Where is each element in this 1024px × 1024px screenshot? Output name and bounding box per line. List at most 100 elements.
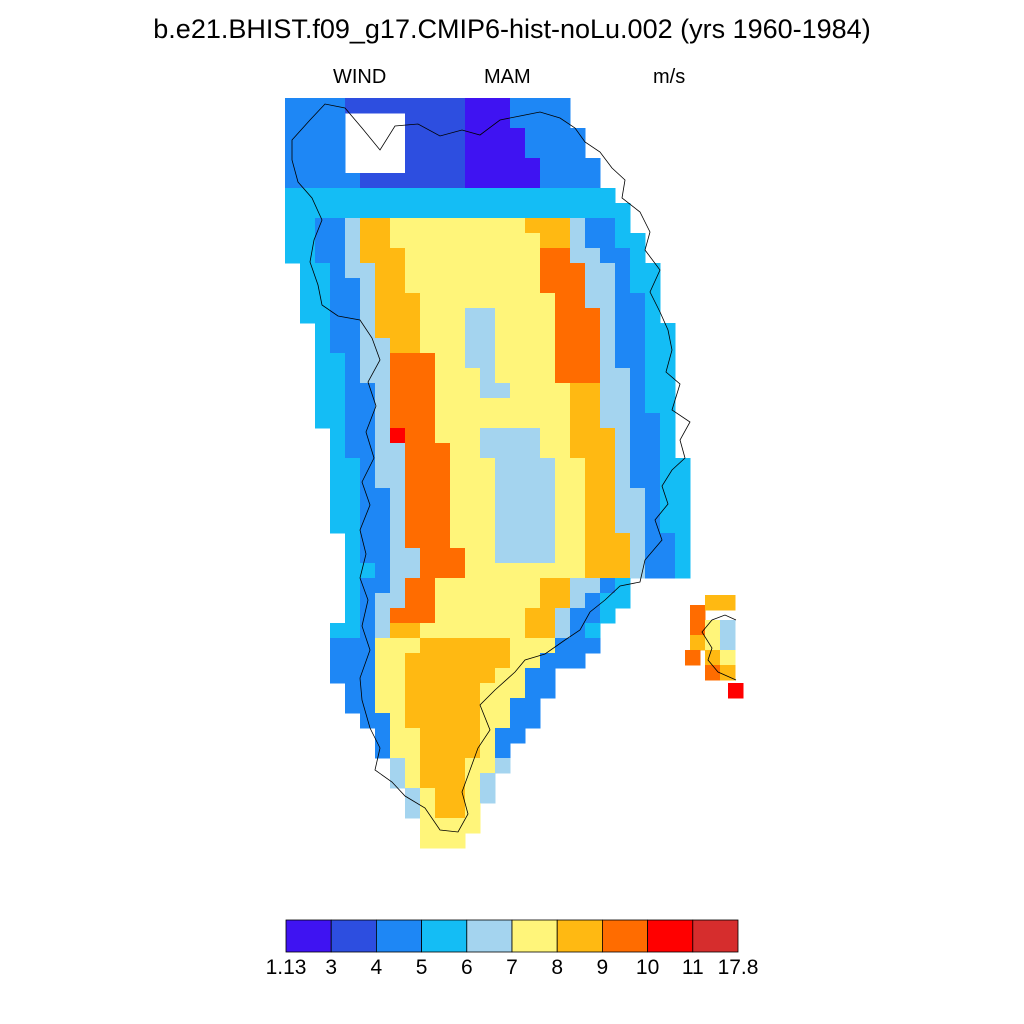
grid-cell	[570, 443, 586, 459]
grid-cell	[510, 443, 526, 459]
grid-cell	[525, 173, 541, 189]
grid-cell	[405, 158, 421, 174]
grid-cell	[345, 473, 361, 489]
grid-cell	[510, 188, 526, 204]
grid-cell	[540, 548, 556, 564]
grid-cell	[555, 128, 571, 144]
grid-cell	[405, 248, 421, 264]
grid-cell	[585, 248, 601, 264]
grid-cell	[645, 308, 661, 324]
grid-cell	[600, 218, 616, 234]
grid-cell	[420, 338, 436, 354]
grid-cell	[450, 698, 466, 714]
grid-cell	[525, 263, 541, 279]
colorbar-tick-label: 1.13	[265, 956, 307, 979]
grid-cell	[555, 278, 571, 294]
grid-cell	[330, 323, 346, 339]
grid-cell	[540, 413, 556, 429]
grid-cell	[360, 368, 376, 384]
grid-cell	[585, 578, 601, 594]
grid-cell	[540, 443, 556, 459]
grid-cell	[630, 263, 646, 279]
grid-cell	[435, 713, 451, 729]
grid-cell	[555, 218, 571, 234]
grid-cell	[420, 578, 436, 594]
grid-cell	[600, 398, 616, 414]
grid-cell	[495, 248, 511, 264]
grid-cell	[540, 293, 556, 309]
grid-cell	[405, 293, 421, 309]
grid-cell	[645, 488, 661, 504]
grid-cell	[420, 638, 436, 654]
grid-cell	[450, 818, 466, 834]
grid-cell	[435, 383, 451, 399]
grid-cell	[450, 443, 466, 459]
grid-cell	[330, 203, 346, 219]
grid-cell	[450, 608, 466, 624]
grid-cell	[525, 608, 541, 624]
grid-cell	[390, 728, 406, 744]
grid-cell	[480, 293, 496, 309]
grid-cell	[300, 158, 316, 174]
grid-cell	[585, 443, 601, 459]
grid-cell	[435, 263, 451, 279]
grid-cell	[330, 263, 346, 279]
grid-cell	[525, 518, 541, 534]
grid-cell	[390, 323, 406, 339]
grid-cell	[465, 578, 481, 594]
grid-cell	[585, 548, 601, 564]
grid-cell	[330, 368, 346, 384]
grid-cell	[525, 683, 541, 699]
grid-cell	[390, 773, 406, 789]
grid-cell	[345, 173, 361, 189]
grid-cell	[450, 548, 466, 564]
grid-cell	[435, 338, 451, 354]
grid-cell	[435, 518, 451, 534]
grid-cell	[570, 398, 586, 414]
grid-cell	[360, 263, 376, 279]
grid-cell	[615, 593, 631, 609]
grid-cell	[660, 503, 676, 519]
grid-cell	[315, 233, 331, 249]
grid-cell	[525, 698, 541, 714]
grid-cell	[465, 743, 481, 759]
grid-cell	[405, 473, 421, 489]
grid-cell	[450, 578, 466, 594]
grid-cell	[435, 488, 451, 504]
grid-cell	[465, 143, 481, 159]
grid-cell	[360, 218, 376, 234]
grid-cell	[600, 188, 616, 204]
grid-cell	[675, 503, 691, 519]
grid-cell	[345, 203, 361, 219]
grid-cell	[330, 113, 346, 129]
grid-cell	[405, 593, 421, 609]
grid-cell	[570, 173, 586, 189]
grid-cell	[450, 383, 466, 399]
grid-cell	[405, 728, 421, 744]
grid-cell	[645, 323, 661, 339]
grid-cell	[525, 278, 541, 294]
grid-cell	[360, 293, 376, 309]
grid-cell	[675, 458, 691, 474]
grid-cell	[585, 503, 601, 519]
grid-cell	[375, 263, 391, 279]
grid-cell	[615, 413, 631, 429]
grid-cell	[480, 758, 496, 774]
grid-cell	[615, 473, 631, 489]
grid-cell	[585, 353, 601, 369]
colorbar-tick-label: 6	[460, 956, 473, 979]
grid-cell	[630, 383, 646, 399]
grid-cell	[480, 743, 496, 759]
grid-cell	[510, 293, 526, 309]
grid-cell	[435, 218, 451, 234]
grid-cell	[390, 653, 406, 669]
grid-cell	[570, 218, 586, 234]
grid-cell	[450, 398, 466, 414]
grid-cell	[360, 278, 376, 294]
grid-cell	[495, 638, 511, 654]
grid-cell	[540, 368, 556, 384]
grid-cell	[480, 188, 496, 204]
grid-cell	[390, 353, 406, 369]
grid-cell	[405, 98, 421, 114]
